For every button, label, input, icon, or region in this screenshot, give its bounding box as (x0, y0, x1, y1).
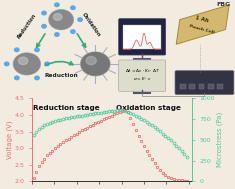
Circle shape (71, 30, 75, 33)
Circle shape (71, 6, 75, 9)
FancyBboxPatch shape (180, 84, 186, 89)
Y-axis label: Microstress (Pa): Microstress (Pa) (216, 112, 223, 167)
Text: Reduction: Reduction (44, 73, 78, 78)
Text: Pouch Cell: Pouch Cell (189, 24, 215, 35)
Circle shape (49, 10, 73, 29)
FancyBboxPatch shape (119, 19, 166, 55)
Circle shape (81, 52, 110, 76)
FancyBboxPatch shape (217, 84, 223, 89)
FancyBboxPatch shape (175, 71, 234, 94)
Circle shape (35, 76, 39, 80)
FancyBboxPatch shape (208, 84, 214, 89)
FancyBboxPatch shape (119, 60, 166, 91)
Circle shape (50, 10, 73, 29)
Text: Reduction stage: Reduction stage (32, 105, 99, 111)
Circle shape (15, 76, 19, 80)
Circle shape (81, 53, 109, 75)
Circle shape (4, 62, 9, 66)
Circle shape (42, 25, 46, 28)
FancyBboxPatch shape (199, 84, 204, 89)
Circle shape (55, 33, 59, 36)
Text: Oxidation: Oxidation (82, 12, 102, 38)
Circle shape (13, 53, 40, 75)
Circle shape (53, 13, 62, 20)
Circle shape (15, 48, 19, 52)
FancyArrowPatch shape (45, 61, 73, 65)
Text: Reduction: Reduction (16, 12, 37, 39)
Circle shape (45, 62, 49, 66)
FancyBboxPatch shape (123, 25, 161, 49)
Text: Oxidation stage: Oxidation stage (116, 105, 181, 111)
Text: $\Delta\lambda=\Delta\varepsilon\cdot K_\varepsilon\cdot\Delta T$: $\Delta\lambda=\Delta\varepsilon\cdot K_… (125, 67, 160, 75)
Circle shape (86, 57, 96, 65)
FancyArrowPatch shape (77, 34, 86, 47)
Polygon shape (176, 5, 229, 44)
Circle shape (35, 48, 39, 52)
Circle shape (78, 18, 82, 21)
Text: FBG: FBG (216, 2, 230, 7)
Y-axis label: Voltage (V): Voltage (V) (6, 121, 13, 159)
Circle shape (18, 57, 28, 65)
FancyBboxPatch shape (189, 84, 195, 89)
Circle shape (55, 3, 59, 7)
FancyArrowPatch shape (37, 34, 45, 47)
Circle shape (42, 11, 46, 15)
Text: $\sigma = E \cdot \varepsilon$: $\sigma = E \cdot \varepsilon$ (133, 75, 151, 82)
Circle shape (14, 54, 40, 74)
Text: 1 Ah: 1 Ah (195, 15, 209, 24)
